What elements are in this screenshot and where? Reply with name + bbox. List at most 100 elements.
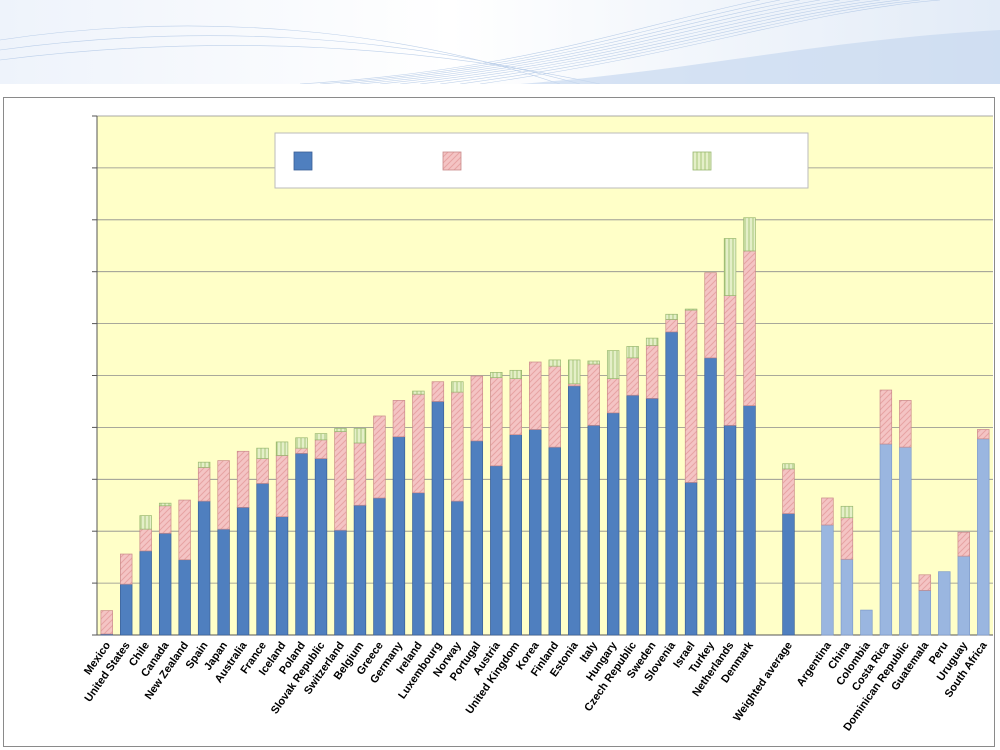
bar-segment-series-1 (529, 429, 542, 636)
bar-segment-series-1 (120, 583, 133, 636)
bar-segment-series-1 (704, 357, 717, 636)
bar-segment-series-3 (139, 515, 152, 530)
bar-segment-series-1 (275, 516, 289, 636)
bar-segment-series-1 (295, 453, 308, 636)
bar-segment-series-2 (879, 389, 893, 445)
legend-swatch-series-3 (692, 151, 712, 171)
bar-segment-series-2 (275, 455, 289, 518)
bar-segment-series-1 (587, 424, 600, 636)
bar-segment-series-1 (392, 436, 406, 636)
bar-segment-series-2 (412, 393, 425, 494)
bar-segment-series-2 (100, 610, 113, 635)
bar-segment-series-1 (256, 483, 269, 636)
bar-segment-series-1 (899, 446, 912, 636)
bar-segment-series-1 (957, 555, 970, 636)
legend-swatch-series-1 (293, 151, 313, 171)
gridlines (97, 115, 993, 584)
bar-segment-series-3 (353, 428, 367, 444)
bar-segment-series-2 (743, 250, 756, 406)
bar-segment-series-1 (470, 440, 484, 636)
bar-segment-series-1 (977, 438, 990, 636)
bar-segment-series-3 (548, 359, 561, 367)
bar-segment-series-1 (782, 513, 795, 636)
bar-segment-series-1 (451, 500, 464, 636)
chart-frame: Mexico United States Chile Canada New Zealan… (3, 97, 995, 747)
bar-segment-series-2 (684, 309, 698, 483)
bar-segment-series-3 (723, 238, 737, 296)
bar-segment-series-1 (217, 528, 230, 636)
bar-segment-series-1 (665, 331, 678, 636)
bar-segment-series-2 (529, 361, 542, 430)
bar-segment-series-3 (587, 360, 600, 365)
bar-segment-series-2 (217, 460, 230, 530)
bar-segment-series-2 (840, 517, 854, 560)
bar-segment-series-1 (139, 550, 152, 636)
bar-segment-series-3 (782, 463, 795, 470)
bar-segment-series-1 (626, 394, 639, 636)
bar-segment-series-1 (860, 609, 873, 636)
bar-segment-series-2 (548, 365, 561, 448)
bar-segment-series-2 (626, 357, 639, 396)
bar-segment-series-2 (295, 447, 308, 454)
bar-segment-series-2 (256, 458, 269, 484)
bar-segment-series-2 (606, 378, 620, 414)
bar-segment-series-1 (373, 497, 386, 636)
bar-segment-series-1 (684, 482, 698, 636)
bar-segment-series-1 (879, 443, 893, 636)
bar-segment-series-2 (158, 505, 172, 534)
bar-segment-series-1 (431, 401, 445, 636)
bar-segment-series-1 (918, 590, 932, 636)
bar-segment-series-2 (509, 378, 522, 436)
bar-segment-series-2 (723, 295, 737, 426)
bar-segment-series-1 (606, 412, 620, 636)
bar-segment-series-2 (977, 429, 990, 440)
bar-segment-series-1 (743, 405, 756, 636)
bar-segment-series-1 (314, 458, 328, 636)
bar-segment-series-1 (645, 397, 659, 636)
bar-segment-series-1 (490, 465, 503, 636)
bar-segment-series-2 (139, 528, 152, 552)
bar-segment-series-3 (295, 437, 308, 449)
bar-segment-series-1 (412, 492, 425, 636)
legend-box (274, 132, 809, 189)
bar-segment-series-1 (548, 446, 561, 636)
legend-swatch-series-2 (442, 151, 462, 171)
bar-segment-series-2 (197, 467, 211, 502)
bar-segment-series-2 (587, 363, 600, 426)
bar-segment-series-1 (236, 506, 250, 636)
bar-segment-series-2 (665, 319, 678, 333)
bar-segment-series-3 (606, 350, 620, 379)
bar-segment-series-2 (334, 431, 347, 531)
bar-segment-series-1 (158, 532, 172, 636)
bar-segment-series-1 (723, 424, 737, 636)
bar-segment-series-3 (645, 337, 659, 346)
bar-segment-series-2 (470, 375, 484, 442)
bar-segment-series-1 (509, 434, 522, 636)
bar-segment-series-2 (957, 531, 970, 557)
bar-segment-series-2 (431, 381, 445, 402)
bar-segment-series-2 (373, 415, 386, 499)
bar-segment-series-3 (665, 313, 678, 320)
bar-segment-series-2 (704, 272, 717, 359)
bar-segment-series-2 (782, 468, 795, 514)
bar-segment-series-2 (392, 400, 406, 438)
bar-segment-series-1 (353, 504, 367, 636)
bar-segment-series-2 (178, 499, 191, 561)
legend (274, 132, 809, 189)
bar-segment-series-3 (840, 505, 854, 519)
bar-segment-series-2 (899, 400, 912, 448)
bar-segment-series-3 (626, 346, 639, 359)
bar-segment-series-1 (197, 500, 211, 636)
bars (100, 217, 990, 636)
bar-segment-series-2 (821, 497, 834, 526)
bar-segment-series-2 (120, 553, 133, 585)
y-axis-ticks (92, 115, 97, 636)
bar-segment-series-1 (568, 385, 581, 636)
bar-segment-series-3 (743, 217, 756, 252)
bar-segment-series-1 (178, 559, 191, 636)
bar-segment-series-1 (840, 558, 854, 636)
bar-segment-series-3 (509, 369, 522, 379)
